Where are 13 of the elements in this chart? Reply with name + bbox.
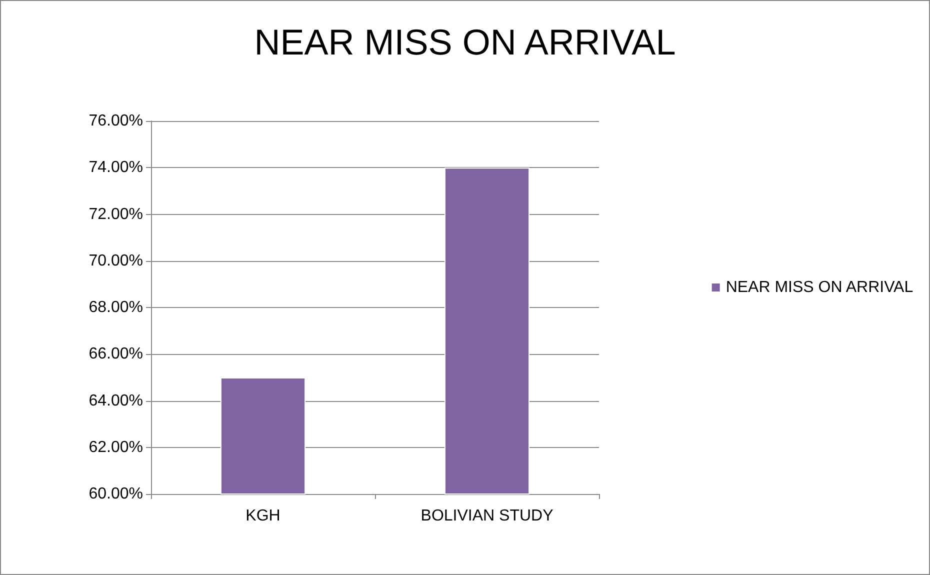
legend-label: NEAR MISS ON ARRIVAL (726, 279, 914, 296)
y-tick-label: 72.00% (88, 206, 143, 223)
chart-title: NEAR MISS ON ARRIVAL (254, 22, 676, 62)
y-tick-label: 64.00% (88, 392, 143, 410)
y-tick-label: 70.00% (88, 252, 143, 270)
x-tick-label: KGH (246, 508, 280, 524)
y-tick-label: 68.00% (88, 299, 143, 316)
y-tick-label: 66.00% (88, 346, 143, 363)
x-tick-label: BOLIVIAN STUDY (420, 508, 554, 524)
y-tick-label: 60.00% (88, 486, 143, 502)
y-tick-label: 74.00% (88, 159, 143, 176)
y-tick-label: 62.00% (88, 438, 143, 456)
y-tick-label: 76.00% (88, 112, 143, 130)
